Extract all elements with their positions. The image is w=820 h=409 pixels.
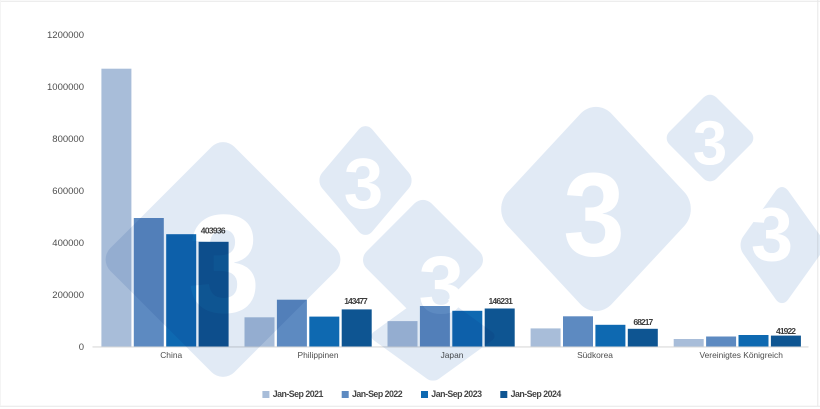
svg-text:143477: 143477 [344, 296, 368, 306]
svg-text:3: 3 [418, 240, 464, 331]
svg-text:68217: 68217 [633, 317, 653, 327]
svg-text:Jan-Sep 2021: Jan-Sep 2021 [273, 389, 324, 399]
svg-text:China: China [160, 350, 182, 360]
svg-text:3: 3 [344, 145, 384, 224]
svg-text:0: 0 [79, 342, 84, 353]
svg-text:1000000: 1000000 [47, 82, 84, 93]
svg-text:Jan-Sep 2022: Jan-Sep 2022 [352, 389, 403, 399]
svg-text:600000: 600000 [52, 186, 84, 197]
svg-text:1200000: 1200000 [47, 30, 84, 41]
svg-text:3: 3 [693, 110, 727, 179]
svg-text:400000: 400000 [52, 238, 84, 249]
svg-text:3: 3 [751, 193, 793, 278]
svg-text:200000: 200000 [52, 290, 84, 301]
svg-text:800000: 800000 [52, 134, 84, 145]
svg-text:3: 3 [563, 149, 625, 282]
svg-text:3: 3 [188, 186, 260, 342]
svg-text:Südkorea: Südkorea [577, 350, 613, 360]
svg-text:Philippinen: Philippinen [298, 350, 339, 360]
svg-text:41922: 41922 [776, 326, 796, 336]
svg-text:146231: 146231 [489, 296, 514, 306]
svg-text:Jan-Sep 2024: Jan-Sep 2024 [511, 389, 562, 399]
svg-text:Jan-Sep 2023: Jan-Sep 2023 [431, 389, 482, 399]
svg-text:Vereinigtes Königreich: Vereinigtes Königreich [700, 350, 784, 360]
